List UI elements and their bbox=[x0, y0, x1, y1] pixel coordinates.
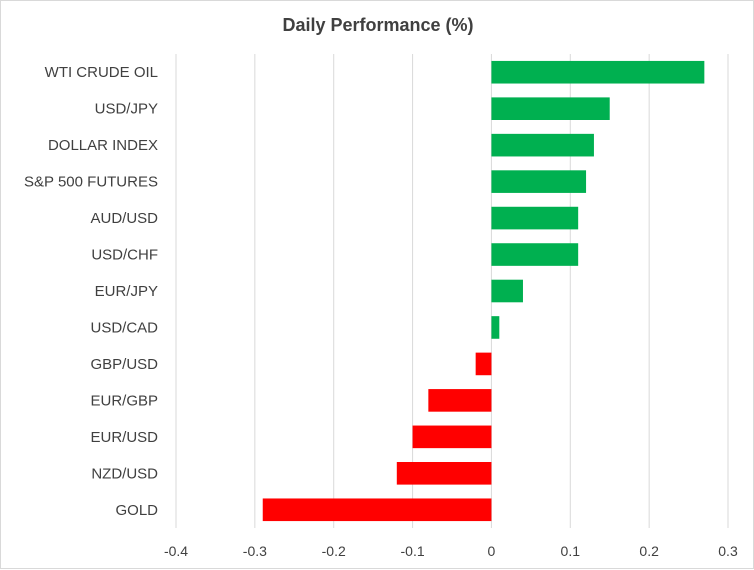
bar-nzd-usd bbox=[396, 462, 492, 485]
bar-usd-jpy bbox=[491, 97, 610, 120]
x-axis-ticks: -0.4 -0.3 -0.2 -0.1 0 0.1 0.2 0.3 bbox=[164, 543, 738, 559]
x-tick-label: 0.2 bbox=[639, 543, 659, 559]
bar-dollar-index bbox=[491, 133, 594, 157]
chart-title: Daily Performance (%) bbox=[282, 15, 473, 35]
category-label: GBP/USD bbox=[90, 356, 158, 373]
category-label: S&P 500 FUTURES bbox=[24, 174, 158, 191]
bar-eur-usd bbox=[412, 425, 492, 449]
x-tick-label: -0.2 bbox=[322, 543, 346, 559]
category-label: EUR/USD bbox=[90, 429, 158, 446]
category-label: USD/CAD bbox=[90, 319, 158, 336]
bar-eur-gbp bbox=[428, 389, 492, 412]
bar-gbp-usd bbox=[475, 352, 492, 376]
category-label: GOLD bbox=[115, 502, 158, 519]
x-tick-label: -0.1 bbox=[401, 543, 425, 559]
gridlines bbox=[175, 54, 729, 528]
bar-s-p-500-futures bbox=[491, 170, 587, 193]
bar-usd-chf bbox=[491, 243, 579, 266]
bar-aud-usd bbox=[491, 206, 579, 230]
category-labels: WTI CRUDE OIL USD/JPY DOLLAR INDEX S&P 500 … bbox=[24, 64, 158, 519]
x-tick-label: 0.3 bbox=[718, 543, 738, 559]
x-tick-label: 0.1 bbox=[561, 543, 581, 559]
category-label: AUD/USD bbox=[90, 210, 158, 227]
category-label: USD/CHF bbox=[91, 247, 158, 264]
x-tick-label: 0 bbox=[488, 543, 496, 559]
bars bbox=[262, 60, 705, 522]
bar-wti-crude-oil bbox=[491, 60, 705, 84]
category-label: EUR/GBP bbox=[90, 392, 158, 409]
category-label: USD/JPY bbox=[95, 101, 158, 118]
x-tick-label: -0.4 bbox=[164, 543, 188, 559]
x-tick-label: -0.3 bbox=[243, 543, 267, 559]
category-label: EUR/JPY bbox=[95, 283, 158, 300]
category-label: WTI CRUDE OIL bbox=[45, 64, 158, 81]
bar-eur-jpy bbox=[491, 279, 523, 303]
category-label: DOLLAR INDEX bbox=[48, 137, 158, 154]
category-label: NZD/USD bbox=[91, 465, 158, 482]
bar-usd-cad bbox=[491, 316, 500, 339]
bar-gold bbox=[262, 498, 492, 522]
